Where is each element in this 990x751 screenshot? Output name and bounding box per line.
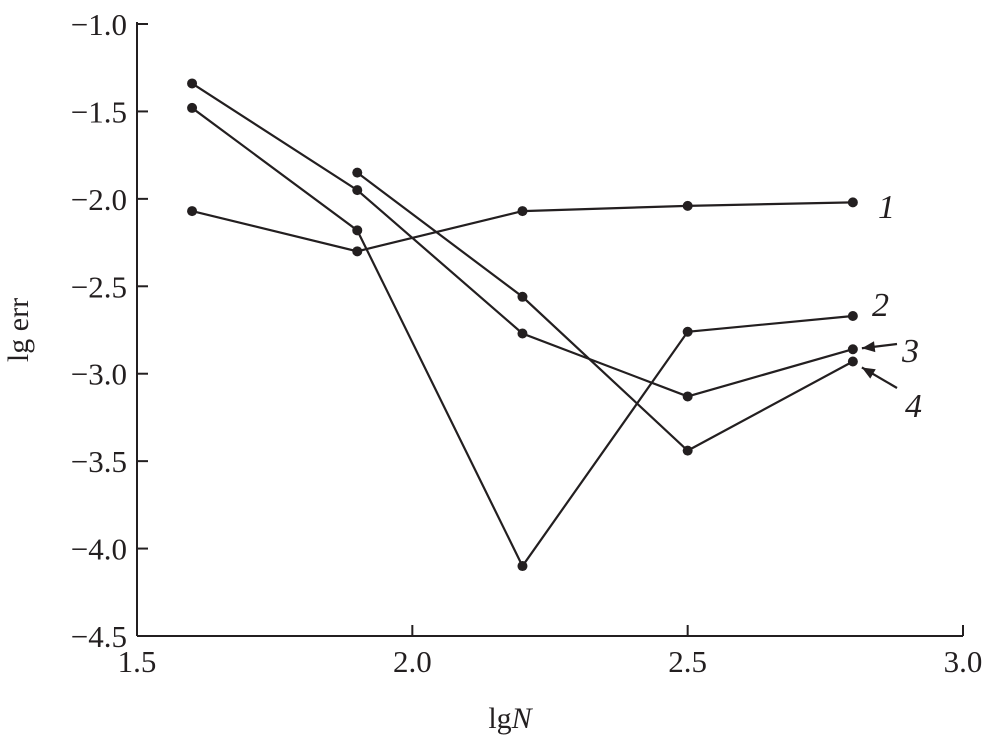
x-tick-label: 3.0 <box>944 644 983 679</box>
y-tick-label: −2.5 <box>71 269 127 304</box>
x-tick-label: 1.5 <box>118 644 157 679</box>
series-label-4: 4 <box>905 388 922 425</box>
x-tick-label: 2.5 <box>668 644 707 679</box>
y-tick-label: −2.0 <box>71 182 127 217</box>
x-axis-label: lgN <box>488 702 533 735</box>
series-1 <box>187 197 858 257</box>
y-tick-label: −1.5 <box>71 94 127 129</box>
series-group <box>187 78 858 572</box>
data-point <box>352 185 363 196</box>
data-point <box>517 328 528 339</box>
axes <box>136 22 963 637</box>
data-point <box>682 326 693 337</box>
data-point <box>187 78 198 89</box>
data-point <box>847 197 858 208</box>
y-tick-label: −4.5 <box>71 619 127 654</box>
series-labels: 1 23 4 <box>861 189 922 425</box>
data-point <box>187 102 198 113</box>
series-label-2: 2 <box>872 287 889 324</box>
data-point <box>352 246 363 257</box>
series-label-1: 1 <box>878 189 895 226</box>
y-tick-label: −3.0 <box>71 357 127 392</box>
data-point <box>847 344 858 355</box>
data-point <box>517 291 528 302</box>
data-point <box>682 391 693 402</box>
data-point <box>682 200 693 211</box>
series-4 <box>352 167 858 456</box>
x-axis-label-var: N <box>511 702 534 735</box>
y-axis-label: lg err <box>2 298 35 362</box>
y-tick-label: −1.0 <box>71 7 127 42</box>
arrow-4-icon-head <box>861 367 876 379</box>
series-line-3 <box>191 82 854 398</box>
y-tick-label: −4.0 <box>71 532 127 567</box>
data-point <box>847 311 858 322</box>
data-point <box>682 445 693 456</box>
series-2 <box>187 102 858 572</box>
data-point <box>517 206 528 217</box>
data-point <box>847 356 858 367</box>
arrow-3-icon-head <box>861 341 876 353</box>
series-3 <box>187 78 858 402</box>
series-line-4 <box>356 171 854 452</box>
data-point <box>352 225 363 236</box>
x-axis-label-prefix: lg <box>488 702 511 735</box>
y-tick-label: −3.5 <box>71 444 127 479</box>
data-point <box>187 206 198 217</box>
data-point <box>517 561 528 572</box>
ticks: −1.0 −1.5 −2.0 −2.5 −3.0 −3.5 −4.0 −4.51.5 2.0 2.… <box>71 7 983 679</box>
x-tick-label: 2.0 <box>393 644 432 679</box>
series-label-3: 3 <box>901 333 919 370</box>
data-point <box>352 167 363 178</box>
